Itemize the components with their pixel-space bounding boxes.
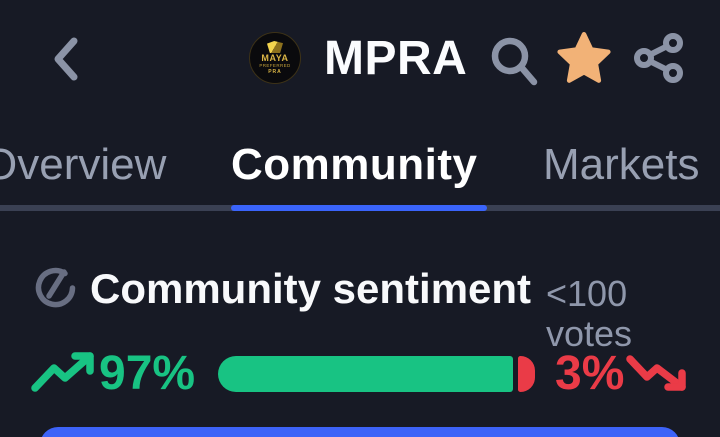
trend-down-icon — [626, 354, 686, 397]
bearish-percentage: 3% — [555, 347, 625, 400]
tab-community[interactable]: Community — [231, 140, 478, 189]
chevron-left-icon — [54, 37, 78, 81]
logo-text-pra: PRA — [268, 69, 282, 75]
star-icon — [557, 32, 611, 83]
trend-up-icon — [31, 351, 95, 398]
logo-text-maya: MAYA — [261, 53, 289, 63]
sentiment-bar-bullish — [218, 356, 513, 392]
bullish-percentage: 97% — [99, 347, 196, 400]
active-tab-indicator — [231, 205, 487, 211]
sentiment-votes-count: <100 votes — [546, 273, 633, 354]
search-button[interactable] — [489, 35, 539, 94]
gauge-icon — [33, 266, 79, 313]
sentiment-bar-bearish — [518, 356, 535, 392]
tab-markets[interactable]: Markets — [543, 140, 700, 189]
share-button[interactable] — [633, 32, 685, 89]
vote-cta-button[interactable] — [40, 427, 680, 437]
search-icon — [491, 37, 538, 86]
sentiment-bar[interactable] — [218, 356, 535, 392]
tab-overview[interactable]: Overview — [0, 140, 167, 189]
share-icon — [634, 33, 683, 83]
token-logo: MAYA PREFERRED PRA — [249, 32, 301, 84]
watchlist-button[interactable] — [556, 32, 612, 89]
page-title: MPRA — [324, 32, 468, 85]
back-button[interactable] — [44, 32, 88, 86]
maya-logo-mark — [267, 41, 283, 53]
sentiment-title: Community sentiment — [90, 265, 532, 312]
logo-text-preferred: PREFERRED — [259, 63, 291, 68]
